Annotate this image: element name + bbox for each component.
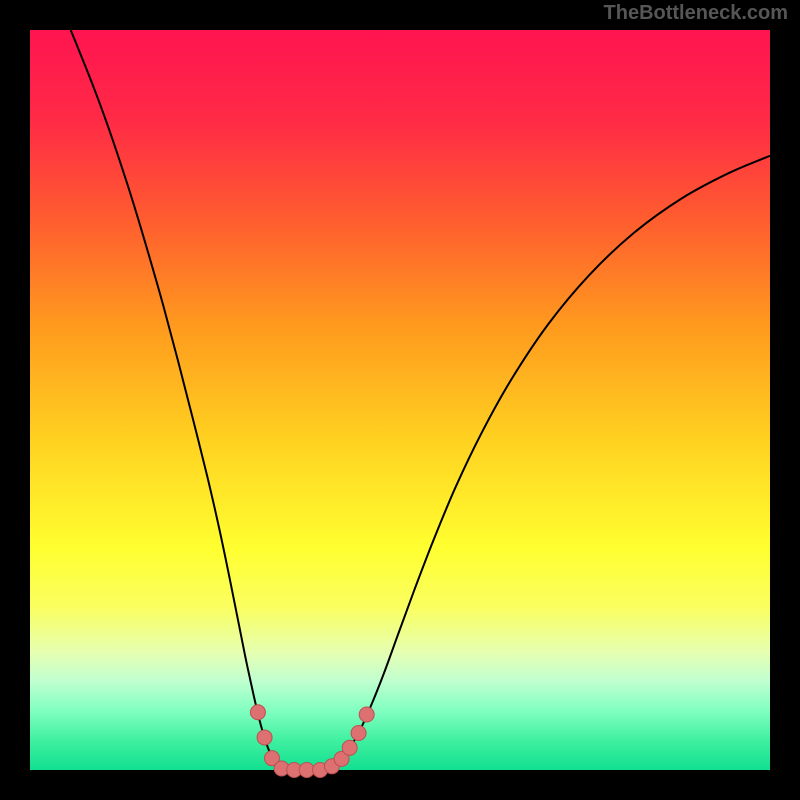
data-marker <box>299 763 314 778</box>
chart-container: TheBottleneck.com <box>0 0 800 800</box>
data-marker <box>250 705 265 720</box>
bottleneck-chart <box>0 0 800 800</box>
data-marker <box>342 740 357 755</box>
chart-gradient-bg <box>30 30 770 770</box>
data-marker <box>359 707 374 722</box>
data-marker <box>351 726 366 741</box>
attribution-text: TheBottleneck.com <box>604 2 788 25</box>
data-marker <box>257 730 272 745</box>
